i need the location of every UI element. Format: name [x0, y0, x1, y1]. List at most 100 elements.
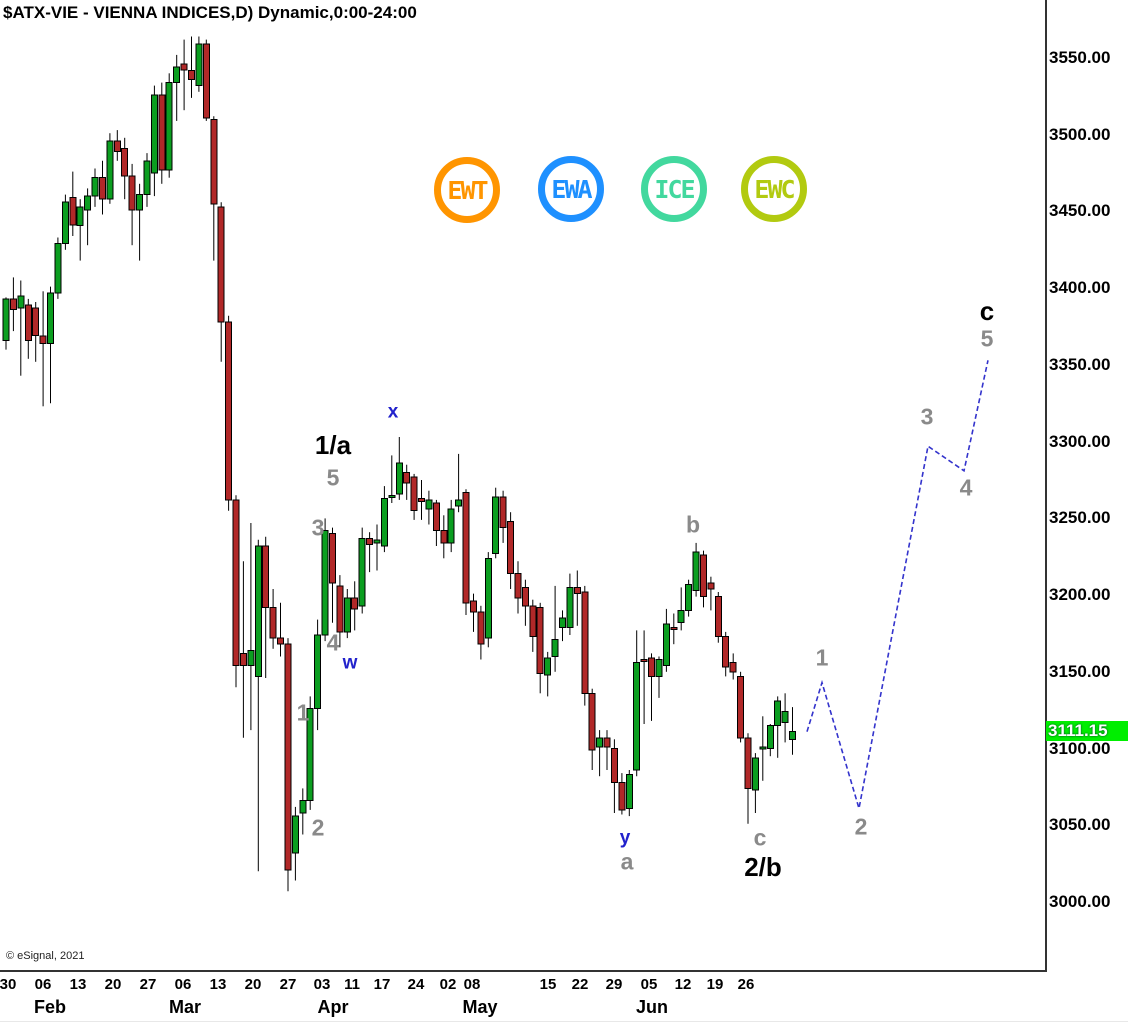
- wave-label-2-b: 2/b: [744, 852, 782, 882]
- date-tick-label: 08: [463, 976, 481, 993]
- candle-body: [158, 94, 166, 171]
- date-tick-label: 26: [737, 976, 755, 993]
- candle-body: [351, 597, 359, 610]
- date-tick-label: 12: [674, 976, 692, 993]
- candle-body: [544, 657, 552, 676]
- candle-body: [373, 539, 381, 544]
- date-tick-label: 15: [539, 976, 557, 993]
- candle-body: [329, 533, 336, 584]
- candle-body: [24, 304, 32, 341]
- date-tick-label: 13: [69, 976, 87, 993]
- ice-logo: ICE: [641, 156, 707, 222]
- date-tick-label: 05: [640, 976, 658, 993]
- candle-body: [277, 637, 284, 645]
- date-tick-label: 06: [174, 976, 192, 993]
- candle-body: [380, 497, 388, 547]
- candle-body: [603, 737, 611, 748]
- price-axis-label: 3450.00: [1049, 201, 1111, 220]
- candle-body: [425, 499, 433, 510]
- ewt-logo: EWT: [434, 157, 500, 223]
- month-label-may: May: [462, 997, 498, 1017]
- wave-label-c: c: [979, 296, 995, 326]
- date-tick-label: 27: [139, 976, 157, 993]
- price-axis-label: 3200.00: [1049, 585, 1111, 604]
- candle-body: [343, 597, 351, 633]
- candle-body: [165, 82, 173, 171]
- month-label-feb: Feb: [33, 997, 67, 1017]
- candle-body: [188, 69, 195, 81]
- date-tick-label: 17: [373, 976, 391, 993]
- candle-body: [225, 321, 233, 501]
- date-tick-label: 22: [571, 976, 589, 993]
- candle-body: [744, 737, 752, 789]
- date-tick-label: 27: [279, 976, 297, 993]
- wave-label-5: 5: [980, 325, 994, 352]
- date-tick-label: 02: [439, 976, 457, 993]
- forecast-projection-line: [806, 360, 989, 809]
- candle-body: [662, 623, 670, 667]
- candle-body: [551, 639, 559, 657]
- price-axis-label: 3300.00: [1049, 432, 1111, 451]
- candle-body: [625, 774, 633, 809]
- wave-label-2: 2: [854, 813, 868, 840]
- candle-body: [284, 643, 292, 871]
- wave-label-2: 2: [311, 814, 325, 841]
- candle-body: [418, 497, 425, 502]
- date-tick-label: 30: [0, 976, 17, 993]
- candle-body: [113, 140, 121, 153]
- candle-body: [685, 583, 693, 611]
- candle-body: [707, 582, 715, 590]
- candle-body: [336, 585, 344, 633]
- candle-body: [358, 537, 366, 607]
- candle-body: [470, 600, 477, 613]
- date-tick-label: 06: [34, 976, 52, 993]
- candle-body: [143, 160, 151, 196]
- candle-body: [99, 177, 106, 200]
- wave-label-3: 3: [920, 403, 934, 430]
- candle-body: [32, 307, 40, 337]
- candle-body: [447, 508, 455, 544]
- candle-body: [54, 243, 62, 294]
- candle-body: [173, 66, 181, 83]
- bottom-hairline: [0, 1021, 1128, 1022]
- candle-body: [321, 530, 329, 636]
- candle-body: [722, 636, 730, 668]
- candle-body: [521, 586, 529, 607]
- candle-body: [150, 94, 158, 174]
- candle-body: [9, 298, 17, 311]
- candle-body: [573, 586, 581, 595]
- candle-body: [618, 781, 626, 811]
- candle-body: [774, 700, 782, 727]
- candle-body: [217, 206, 225, 323]
- candle-body: [395, 462, 403, 495]
- candle-body: [581, 591, 589, 694]
- month-label-mar: Mar: [168, 997, 202, 1017]
- wave-label-1-a: 1/a: [314, 430, 352, 460]
- price-axis-label: 3250.00: [1049, 508, 1111, 527]
- date-tick-label: 11: [344, 976, 360, 993]
- candle-body: [254, 545, 262, 677]
- ewc-logo: EWC: [741, 156, 807, 222]
- date-tick-label: 20: [244, 976, 262, 993]
- candle-body: [91, 177, 99, 197]
- candle-body: [262, 545, 270, 608]
- price-axis-label: 3550.00: [1049, 48, 1111, 67]
- candle-body: [366, 537, 374, 545]
- date-tick-label: 24: [407, 976, 425, 993]
- month-label-jun: Jun: [635, 997, 669, 1017]
- price-axis-label: 3400.00: [1049, 278, 1111, 297]
- candle-body: [202, 43, 210, 119]
- candle-body: [61, 201, 69, 245]
- candle-body: [477, 611, 485, 645]
- candle-body: [136, 194, 144, 211]
- candle-body: [507, 520, 515, 575]
- candle-body: [692, 551, 700, 591]
- wave-label-c: c: [753, 824, 767, 851]
- candle-body: [314, 634, 322, 710]
- candle-body: [195, 43, 203, 87]
- candle-body: [737, 675, 745, 739]
- candle-body: [84, 195, 92, 211]
- candle-body: [492, 496, 500, 555]
